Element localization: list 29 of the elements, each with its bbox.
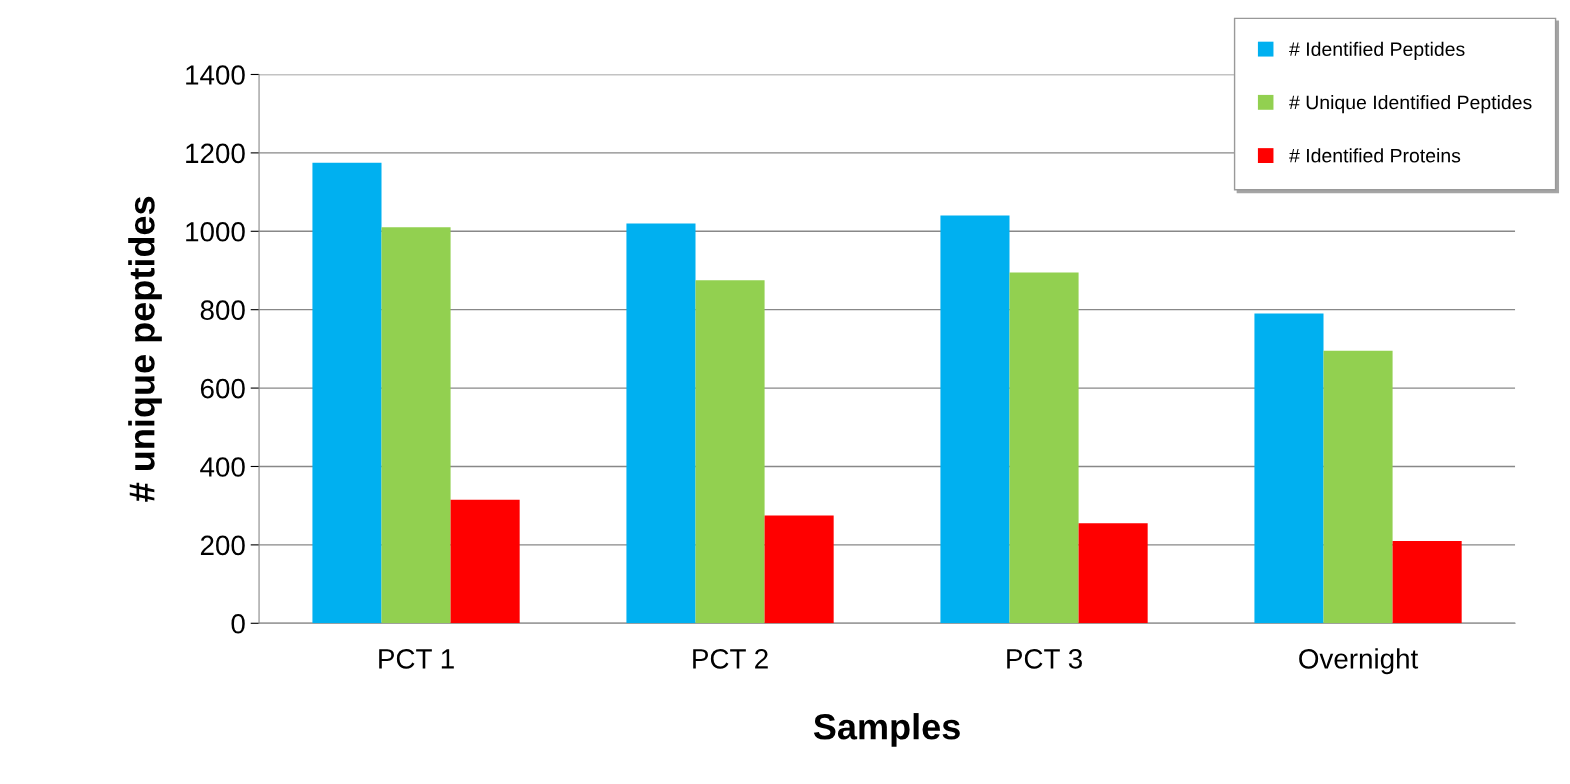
bar	[381, 227, 451, 624]
legend-label: # Unique Identified Peptides	[1289, 95, 1532, 114]
bar	[1254, 313, 1324, 624]
y-tick-label: 0	[231, 613, 245, 634]
bar	[626, 223, 696, 624]
x-tick-label: PCT 3	[1007, 649, 1082, 669]
y-tick-label: 1000	[186, 221, 245, 242]
y-tick-label: 1400	[186, 65, 245, 85]
y-tick-label: 1200	[186, 143, 245, 164]
x-tick-label: PCT 2	[693, 649, 768, 669]
y-axis-title: # unique peptides	[128, 196, 162, 502]
y-tick-label: 800	[200, 300, 245, 321]
y-tick-label: 200	[200, 535, 245, 556]
legend-label: # Identified Proteins	[1289, 148, 1461, 163]
y-tick-label: 400	[200, 457, 245, 477]
bar	[1078, 523, 1148, 624]
x-axis-title: Samples	[813, 713, 960, 747]
bar	[312, 162, 382, 624]
bar	[450, 499, 520, 624]
bar	[695, 280, 765, 624]
bar	[1009, 272, 1079, 624]
bar	[1392, 540, 1462, 624]
bar	[764, 515, 834, 624]
x-tick-label: PCT 1	[379, 649, 454, 669]
x-tick-label: Overnight	[1299, 648, 1419, 675]
y-tick-label: 600	[200, 378, 245, 399]
bar	[1323, 350, 1393, 624]
bar	[940, 215, 1010, 624]
legend-label: # Identified Peptides	[1289, 41, 1465, 60]
